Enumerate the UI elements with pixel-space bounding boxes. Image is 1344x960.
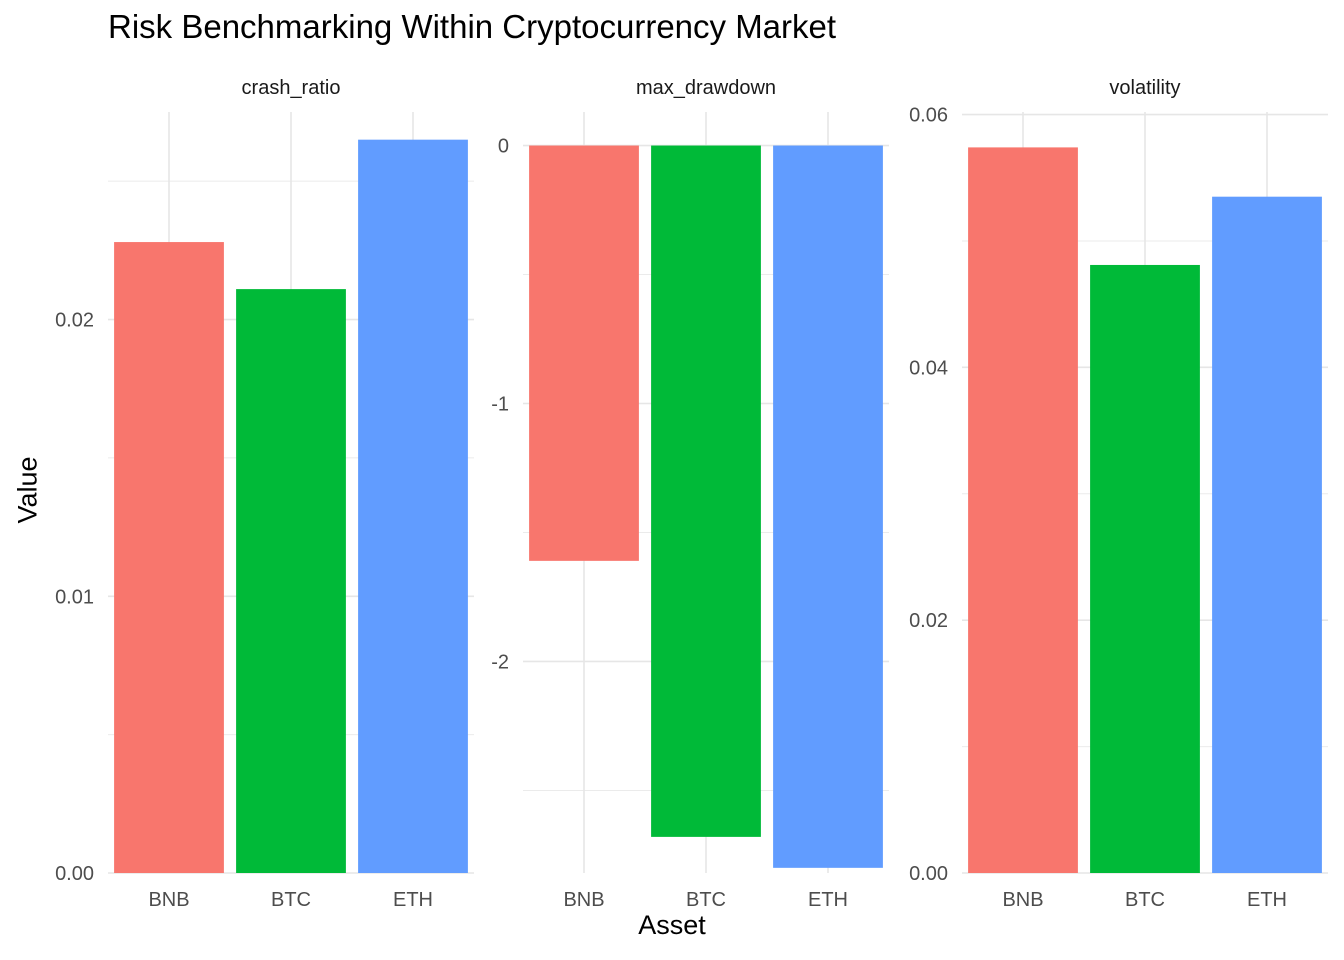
y-tick-label: -1 (491, 394, 509, 416)
y-tick-label: 0.04 (909, 357, 948, 379)
x-tick-label: BTC (271, 889, 311, 911)
x-axis-label: Asset (638, 910, 706, 940)
bar-crash_ratio-eth (358, 139, 468, 873)
x-tick-label: ETH (393, 889, 433, 911)
x-tick-label: ETH (1247, 889, 1287, 911)
bar-volatility-eth (1212, 196, 1322, 873)
bar-max_drawdown-bnb (529, 145, 639, 561)
bar-volatility-btc (1090, 264, 1200, 873)
x-tick-label: BTC (686, 889, 726, 911)
bar-volatility-bnb (968, 147, 1078, 873)
facet-label-volatility: volatility (1109, 77, 1180, 99)
chart-title: Risk Benchmarking Within Cryptocurrency … (108, 8, 837, 45)
bar-max_drawdown-btc (651, 145, 761, 837)
y-tick-label: -2 (491, 651, 509, 673)
y-tick-label: 0.00 (55, 863, 94, 885)
x-tick-label: BNB (1002, 889, 1043, 911)
x-tick-label: BNB (148, 889, 189, 911)
facet-label-max_drawdown: max_drawdown (636, 77, 776, 99)
y-tick-label: 0.02 (55, 310, 94, 332)
y-tick-label: 0.06 (909, 105, 948, 127)
y-tick-label: 0.02 (909, 610, 948, 632)
bar-crash_ratio-btc (236, 289, 346, 873)
bar-max_drawdown-eth (773, 145, 883, 868)
bar-crash_ratio-bnb (114, 242, 224, 873)
y-tick-label: 0 (498, 136, 509, 158)
y-tick-label: 0.01 (55, 586, 94, 608)
y-tick-label: 0.00 (909, 863, 948, 885)
facet-label-crash_ratio: crash_ratio (242, 77, 341, 99)
x-tick-label: BNB (563, 889, 604, 911)
x-tick-label: BTC (1125, 889, 1165, 911)
y-axis-label: Value (12, 456, 43, 524)
x-tick-label: ETH (808, 889, 848, 911)
